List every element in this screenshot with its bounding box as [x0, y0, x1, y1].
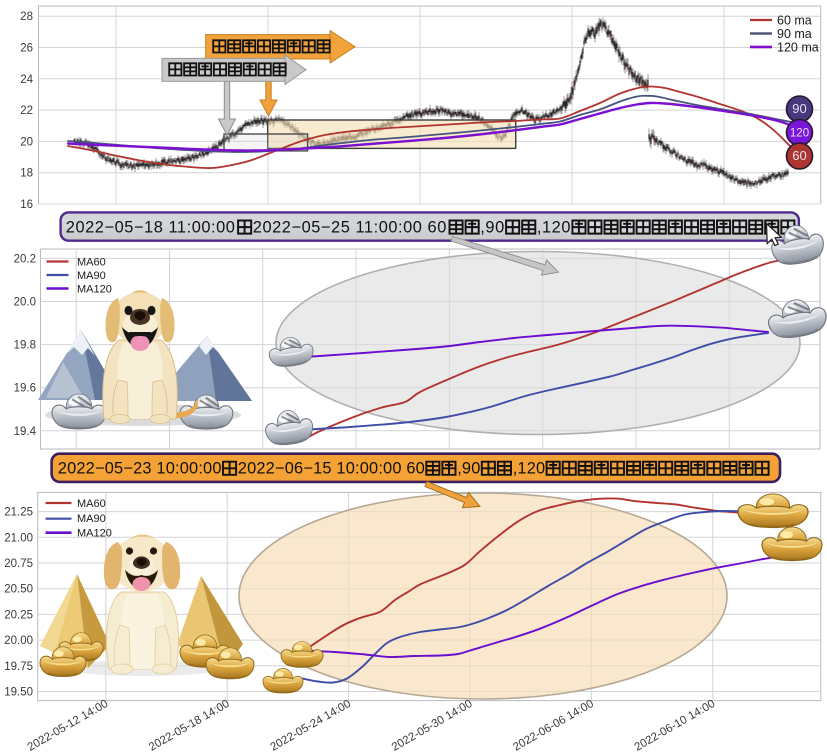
svg-text:19.4: 19.4	[14, 426, 37, 438]
svg-text:20.2: 20.2	[14, 253, 36, 265]
svg-text:26: 26	[20, 43, 33, 55]
svg-text:20: 20	[20, 136, 33, 148]
svg-text:19.6: 19.6	[14, 383, 36, 395]
svg-text:120 ma: 120 ma	[777, 41, 819, 55]
svg-text:MA90: MA90	[77, 270, 106, 282]
svg-text:20.25: 20.25	[4, 609, 33, 621]
svg-text:120: 120	[790, 128, 809, 140]
svg-text:20.75: 20.75	[4, 558, 33, 570]
svg-text:MA60: MA60	[77, 257, 106, 269]
svg-text:22: 22	[20, 105, 33, 117]
svg-text:21.00: 21.00	[4, 532, 33, 544]
svg-text:2022−05−25 11:00:00 60: 2022−05−25 11:00:00 60	[253, 218, 447, 236]
svg-text:28: 28	[20, 11, 33, 23]
svg-text:2022−05−18 11:00:00: 2022−05−18 11:00:00	[66, 218, 236, 236]
svg-text:20.50: 20.50	[4, 584, 33, 596]
svg-text:MA120: MA120	[77, 284, 112, 296]
svg-text:,120: ,120	[513, 460, 546, 478]
svg-text:MA60: MA60	[77, 498, 106, 510]
svg-text:19.8: 19.8	[14, 340, 36, 352]
svg-text:MA90: MA90	[77, 513, 106, 525]
svg-text:24: 24	[20, 74, 33, 86]
svg-text:20.00: 20.00	[4, 635, 33, 647]
svg-text:,90: ,90	[457, 460, 480, 478]
svg-text:90: 90	[792, 101, 806, 116]
svg-text:16: 16	[20, 199, 33, 211]
svg-text:19.50: 19.50	[4, 687, 33, 699]
svg-text:MA120: MA120	[77, 528, 112, 540]
svg-text:2022−05−23 10:00:00: 2022−05−23 10:00:00	[58, 460, 222, 478]
svg-text:21.25: 21.25	[4, 507, 33, 519]
svg-text:60: 60	[792, 148, 806, 163]
svg-text:2022−06−15 10:00:00 60: 2022−06−15 10:00:00 60	[238, 460, 425, 478]
svg-text:,120: ,120	[537, 218, 571, 236]
svg-text:,90: ,90	[480, 218, 504, 236]
svg-text:20.0: 20.0	[14, 297, 36, 309]
svg-text:18: 18	[20, 168, 33, 180]
svg-text:19.75: 19.75	[4, 661, 33, 673]
svg-text:60 ma: 60 ma	[777, 14, 812, 28]
svg-text:90 ma: 90 ma	[777, 27, 812, 41]
